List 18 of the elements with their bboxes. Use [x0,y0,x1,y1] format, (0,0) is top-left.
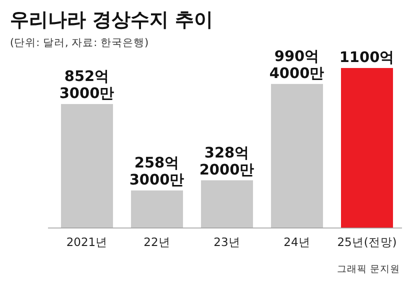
chart-title: 우리나라 경상수지 추이 [10,9,214,31]
bar [341,68,393,228]
x-tick-label: 24년 [284,235,310,249]
text: 그래픽 문지원 [336,264,400,275]
data-label: 328억 2000만 [199,145,255,178]
data-label: 990억 4000만 [269,48,325,82]
data-label: 1100억 [339,50,395,66]
data-label: 258억 3000만 [129,155,185,188]
bar [271,84,323,228]
bar [61,104,113,228]
bar [131,190,183,228]
x-tick-label: 23년 [214,235,240,249]
bar [201,180,253,228]
x-tick-label: 2021년 [66,235,108,249]
data-label: 852억 3000만 [59,69,115,102]
chart-subtitle: (단위: 달러, 자료: 한국은행) [10,37,149,49]
x-tick-label: 25년(전망) [337,235,397,249]
x-tick-label: 22년 [144,235,170,249]
